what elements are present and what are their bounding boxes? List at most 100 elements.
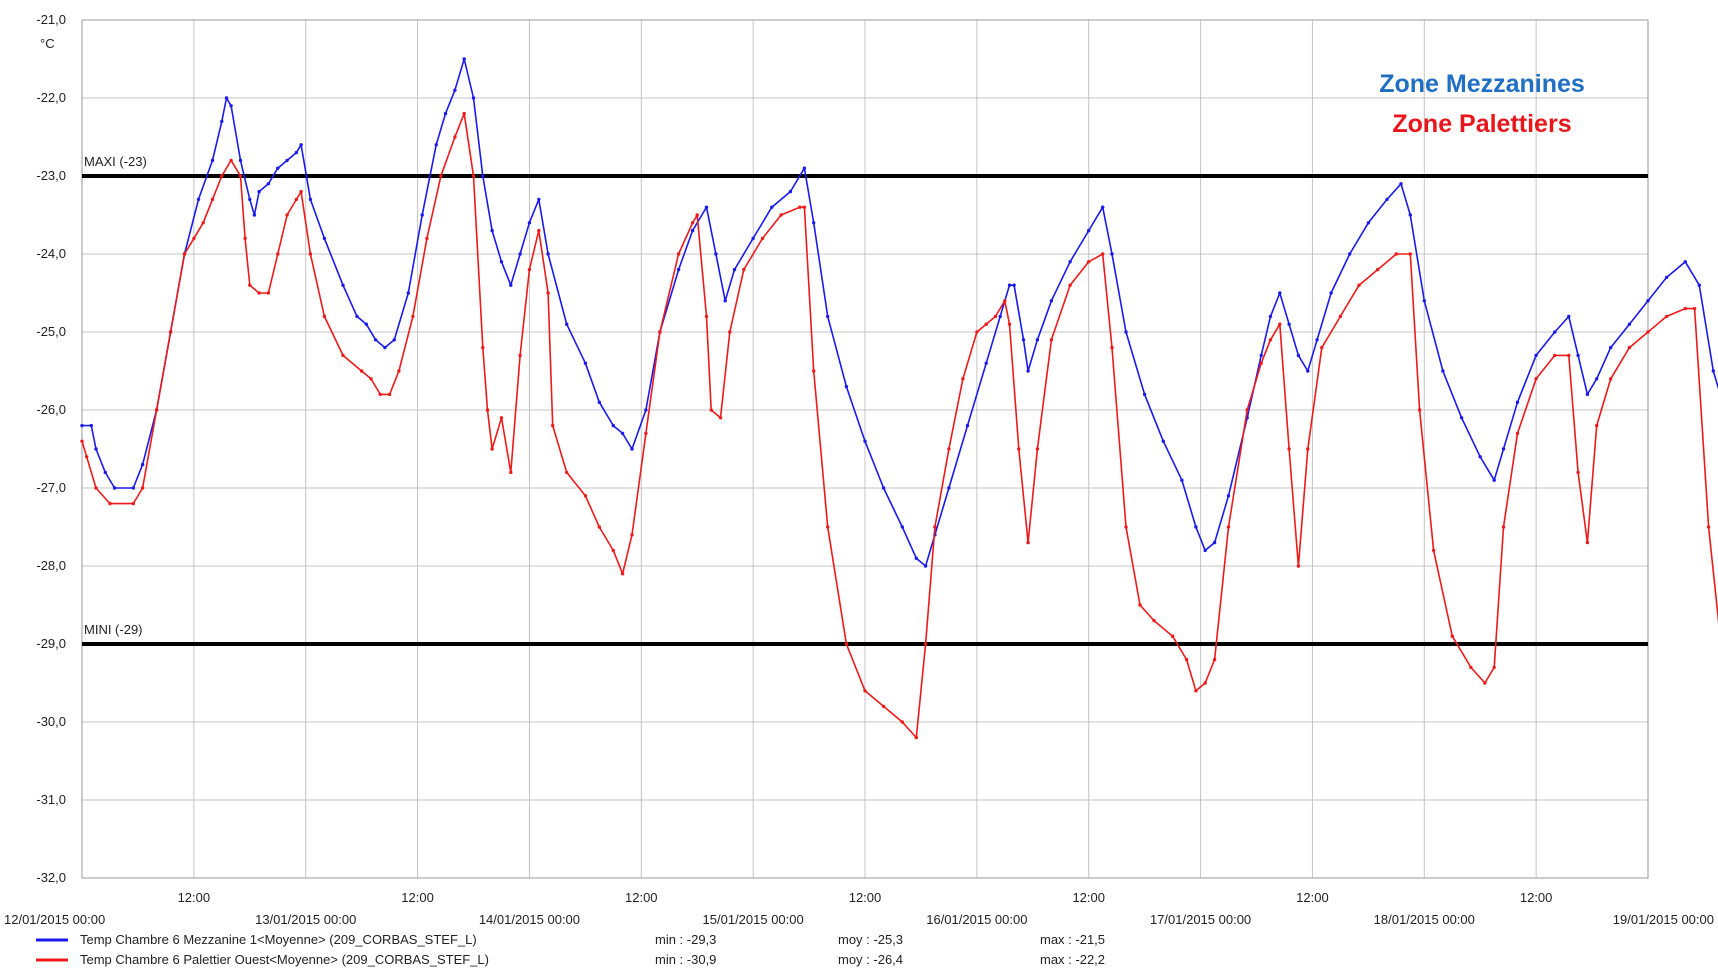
data-point	[933, 525, 937, 529]
data-point	[900, 720, 904, 724]
data-point	[812, 221, 816, 225]
data-point	[481, 174, 485, 178]
data-point	[798, 205, 802, 209]
data-point	[499, 416, 504, 420]
data-point	[1492, 665, 1496, 670]
data-point	[364, 322, 368, 326]
data-point	[676, 267, 681, 272]
data-point	[1110, 252, 1114, 256]
stat-max: max : -21,5	[1040, 932, 1105, 947]
data-point	[341, 283, 345, 287]
data-point	[238, 158, 243, 163]
data-point	[770, 205, 774, 209]
data-point	[788, 189, 793, 194]
data-point	[900, 525, 904, 529]
data-point	[723, 299, 727, 303]
data-point	[881, 486, 886, 490]
threshold-label: MAXI (-23)	[84, 154, 147, 169]
x-tick-label: 12:00	[849, 890, 882, 905]
data-point	[425, 236, 429, 241]
data-point	[704, 314, 709, 319]
data-point	[1194, 525, 1198, 529]
data-point	[1567, 314, 1571, 319]
data-point	[499, 260, 504, 264]
data-point	[94, 486, 98, 490]
data-point	[1245, 408, 1249, 412]
x-tick-label: 12:00	[625, 890, 658, 905]
data-point	[257, 291, 261, 295]
data-point	[1203, 548, 1207, 553]
data-point	[248, 197, 252, 202]
data-point	[728, 330, 732, 334]
data-point	[1296, 564, 1301, 568]
data-point	[779, 213, 783, 217]
x-tick-label: 12/01/2015 00:00	[4, 912, 105, 927]
data-point	[1408, 213, 1413, 217]
data-point	[1087, 228, 1091, 233]
data-point	[1268, 314, 1273, 319]
series-line	[82, 58, 1718, 567]
data-point	[229, 104, 233, 108]
y-tick-label: -26,0	[36, 402, 66, 417]
data-point	[714, 252, 718, 256]
data-point	[1492, 478, 1496, 482]
data-point	[1408, 252, 1413, 256]
data-point	[392, 338, 396, 342]
data-point	[462, 111, 466, 116]
data-point	[248, 283, 252, 287]
data-point	[1376, 267, 1380, 272]
data-point	[485, 408, 490, 412]
data-point	[620, 572, 625, 576]
data-point	[1683, 260, 1688, 264]
data-point	[597, 400, 601, 404]
data-point	[1287, 322, 1291, 326]
data-point	[1501, 447, 1506, 451]
data-point	[1226, 494, 1231, 498]
data-point	[1585, 540, 1590, 545]
data-point	[94, 447, 98, 451]
y-tick-label: -27,0	[36, 480, 66, 495]
data-point	[965, 423, 970, 428]
data-point	[1110, 345, 1114, 350]
data-point	[1501, 525, 1506, 529]
data-point	[1259, 361, 1263, 365]
data-point	[993, 314, 998, 319]
data-point	[1338, 314, 1343, 319]
data-point	[1278, 291, 1282, 295]
data-point	[658, 330, 662, 334]
data-point	[1515, 400, 1520, 404]
data-point	[108, 501, 112, 506]
stat-min: min : -30,9	[655, 952, 716, 967]
data-point	[718, 416, 723, 420]
data-point	[1021, 338, 1026, 342]
data-point	[1627, 345, 1632, 350]
data-point	[630, 447, 634, 451]
threshold-lines: MAXI (-23) MINI (-29)	[82, 154, 1648, 646]
data-point	[341, 353, 345, 358]
data-point	[690, 228, 695, 233]
data-point	[1306, 447, 1310, 451]
x-tick-label: 19/01/2015 00:00	[1613, 912, 1714, 927]
data-point	[439, 174, 443, 178]
data-point	[373, 338, 378, 342]
data-point	[923, 642, 928, 646]
data-point	[1348, 252, 1352, 256]
data-point	[355, 314, 359, 319]
stat-moy: moy : -25,3	[838, 932, 903, 947]
data-point	[551, 423, 555, 428]
y-tick-label: -31,0	[36, 792, 66, 807]
y-axis-ticks: -21,0 -22,0 -23,0 -24,0 -25,0 -26,0 -27,0 -28,0…	[36, 12, 66, 885]
data-point	[1287, 447, 1291, 451]
data-point	[1515, 431, 1520, 436]
data-point	[1152, 618, 1156, 623]
data-point	[583, 494, 588, 498]
x-tick-label: 12:00	[1296, 890, 1329, 905]
data-point	[826, 314, 830, 319]
zone-legend-label: Zone Palettiers	[1392, 110, 1571, 138]
data-point	[1124, 525, 1128, 529]
data-point	[1399, 182, 1403, 186]
data-point	[947, 486, 951, 490]
data-point	[266, 182, 271, 186]
data-point	[168, 330, 173, 334]
data-point	[453, 88, 457, 92]
